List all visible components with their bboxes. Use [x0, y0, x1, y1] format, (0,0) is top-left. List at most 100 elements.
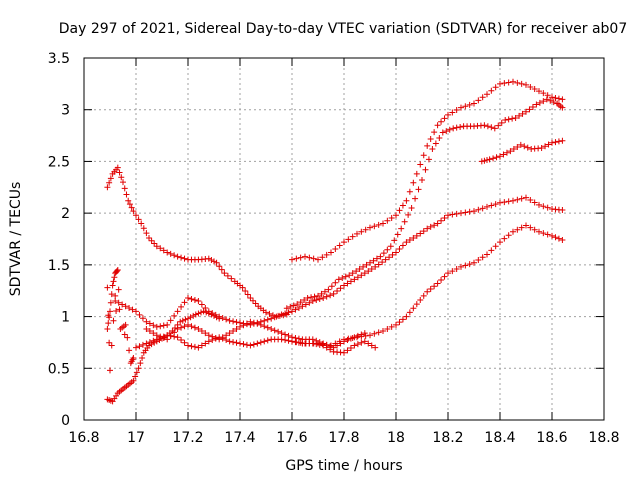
data-point: [139, 341, 146, 348]
data-point: [466, 208, 473, 215]
data-point: [453, 107, 460, 114]
data-point: [449, 268, 456, 275]
data-point: [394, 231, 401, 238]
data-points: [104, 78, 566, 405]
data-point: [208, 257, 215, 264]
data-point: [188, 343, 195, 350]
series-7: [143, 318, 368, 351]
data-point: [368, 265, 375, 272]
data-point: [315, 292, 321, 299]
data-point: [431, 222, 438, 229]
data-point: [311, 293, 318, 300]
data-point: [509, 115, 516, 122]
data-point: [185, 315, 191, 322]
data-point: [413, 301, 420, 308]
data-point: [375, 221, 382, 228]
data-point: [490, 155, 497, 162]
data-point: [552, 234, 559, 241]
data-point: [191, 324, 198, 331]
data-point: [424, 225, 431, 232]
data-point: [205, 310, 212, 317]
data-point: [107, 308, 113, 315]
data-point: [205, 255, 212, 262]
data-point: [228, 275, 235, 282]
data-point: [396, 319, 403, 326]
data-point: [105, 320, 112, 327]
x-tick-label: 18.4: [484, 430, 515, 446]
data-point: [237, 340, 243, 347]
data-point: [320, 340, 327, 347]
data-point: [293, 255, 300, 262]
data-point: [517, 141, 524, 148]
data-point: [316, 295, 323, 302]
data-point: [198, 328, 205, 335]
data-point: [361, 338, 368, 345]
data-point: [544, 92, 551, 99]
data-point: [523, 108, 529, 115]
data-point: [114, 164, 121, 171]
data-point: [399, 202, 406, 209]
data-point: [344, 347, 351, 354]
data-point: [114, 267, 121, 274]
data-point: [354, 230, 360, 237]
data-point: [449, 211, 456, 218]
data-point: [492, 243, 499, 250]
data-point: [367, 259, 373, 266]
data-point: [443, 128, 450, 135]
data-point: [181, 323, 188, 330]
data-point: [462, 262, 469, 269]
data-point: [178, 324, 185, 331]
data-point: [497, 153, 503, 160]
data-point: [250, 341, 257, 348]
data-point: [438, 277, 445, 284]
data-point: [417, 161, 424, 168]
data-point: [380, 328, 386, 335]
data-point: [106, 179, 113, 186]
x-tick-label: 18.6: [536, 430, 567, 446]
x-tick-label: 17.4: [224, 430, 255, 446]
data-point: [107, 367, 113, 374]
data-point: [406, 237, 413, 244]
data-point: [497, 199, 503, 206]
data-point: [247, 294, 254, 301]
data-point: [185, 294, 191, 301]
data-point: [116, 306, 123, 313]
data-point: [264, 324, 271, 331]
data-point: [417, 297, 424, 304]
data-point: [308, 294, 315, 301]
data-point: [295, 304, 302, 311]
x-tick-label: 16.8: [68, 430, 99, 446]
data-point: [275, 312, 282, 319]
data-point: [388, 214, 395, 221]
data-point: [358, 339, 365, 346]
data-point: [516, 112, 523, 119]
data-point: [424, 142, 431, 149]
data-point: [434, 122, 441, 129]
data-point: [143, 230, 150, 237]
data-point: [519, 110, 526, 117]
data-point: [505, 198, 512, 205]
data-point: [438, 217, 445, 224]
data-point: [126, 201, 133, 208]
data-point: [181, 255, 188, 262]
data-point: [239, 284, 246, 291]
data-point: [484, 91, 490, 98]
data-point: [555, 138, 562, 145]
data-point: [216, 315, 223, 322]
x-tick-label: 17.8: [328, 430, 359, 446]
data-point: [153, 332, 160, 339]
data-point: [393, 212, 399, 219]
series-9: [104, 267, 137, 374]
data-point: [391, 237, 398, 244]
data-point: [113, 268, 120, 275]
data-point: [208, 311, 215, 318]
data-point: [250, 319, 257, 326]
data-point: [493, 154, 500, 161]
data-point: [518, 195, 525, 202]
data-point: [372, 344, 379, 351]
data-point: [420, 152, 427, 159]
data-point: [549, 94, 555, 101]
data-point: [202, 304, 209, 311]
data-point: [257, 321, 264, 328]
data-point: [457, 123, 464, 130]
